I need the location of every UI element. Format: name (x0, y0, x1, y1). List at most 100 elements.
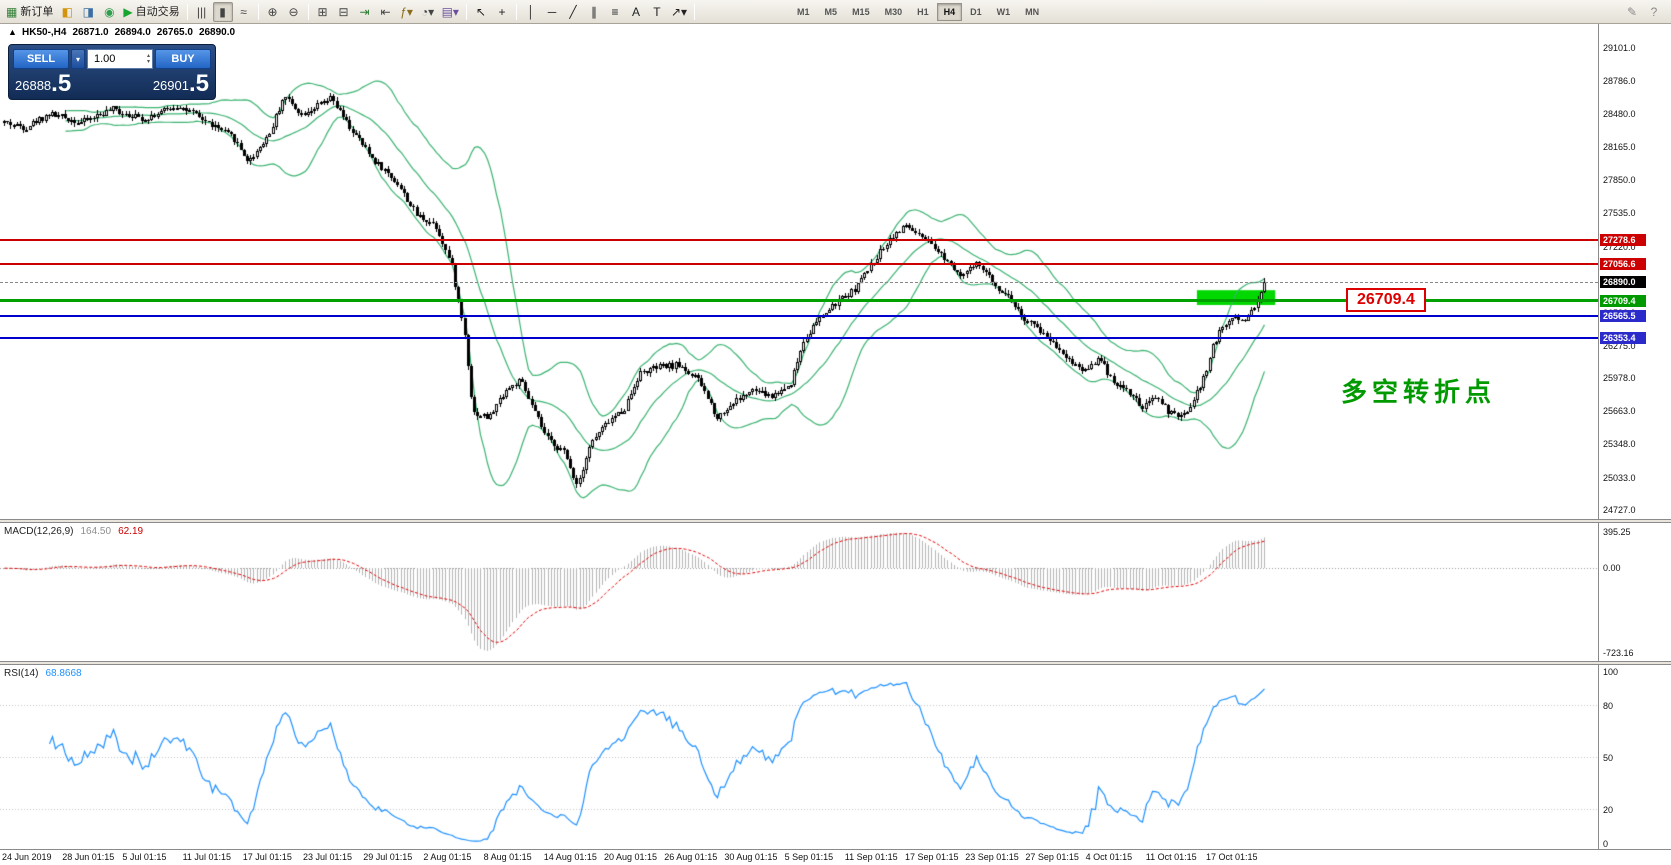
autotrading-button[interactable]: ▶ 自动交易 (120, 2, 182, 22)
label-button[interactable]: T (647, 2, 667, 22)
chart-symbol-timeframe: HK50-,H4 (22, 27, 67, 38)
cursor-button[interactable]: ↖ (471, 2, 491, 22)
crosshair-button[interactable]: + (492, 2, 512, 22)
toolbar-separator (307, 3, 309, 20)
volume-spinner[interactable]: ▴ ▾ (147, 53, 150, 65)
arrows-icon: ↗▾ (670, 4, 688, 19)
macd-signal-value: 62.19 (118, 526, 144, 537)
time-axis[interactable] (0, 849, 1598, 865)
annotation-text[interactable]: 多空转折点 (1341, 377, 1497, 407)
chart-shift-button[interactable]: ⇤ (376, 2, 396, 22)
cascade-windows-button[interactable]: ⊟ (334, 2, 354, 22)
zoom-out-icon: ⊖ (288, 4, 299, 19)
templates-icon: ▤▾ (441, 4, 459, 19)
sell-button[interactable]: SELL (13, 49, 69, 69)
timeframe-m5-button[interactable]: M5 (824, 6, 838, 17)
timeframe-m1-button[interactable]: M1 (797, 6, 810, 17)
horizontal-line-icon: ─ (547, 4, 557, 19)
ask-price: 26901 .5 (152, 70, 209, 97)
line-chart-icon: ≈ (240, 4, 247, 19)
fibonacci-icon: ≡ (611, 4, 619, 19)
one-click-trading-panel: SELL ▾ 1.00 ▴ ▾ BUY 26888 .5 26901 .5 (8, 44, 216, 100)
spin-up-icon[interactable]: ▴ (146, 53, 150, 59)
auto-scroll-button[interactable]: ⇥ (355, 2, 375, 22)
macd-scale-min: -723.16 (1603, 648, 1634, 658)
macd-name: MACD(12,26,9) (4, 526, 74, 537)
data-window-icon: ◨ (82, 4, 95, 19)
rsi-indicator-label: RSI(14) 68.8668 (4, 668, 82, 679)
label-icon: T (653, 4, 661, 19)
pencil-button[interactable]: ✎ (1626, 4, 1638, 19)
trade-buttons-row: SELL ▾ 1.00 ▴ ▾ BUY (13, 49, 211, 69)
toolbar: ▦ 新订单 ◧ ◨ ◉ ▶ 自动交易 ||| ▮ ≈ ⊕ ⊖ ⊞ ⊟ ⇥ ⇤ ƒ▾ ◔▾ ▤▾ ↖ + │ ─ ╱ ∥ ≡ A T ↗▾… (0, 0, 1671, 24)
help-button[interactable]: ? (1650, 4, 1658, 19)
bar-chart-icon: ||| (196, 4, 207, 19)
indicators-button[interactable]: ƒ▾ (397, 2, 417, 22)
ask-price-small: 26901 (152, 78, 189, 93)
zoom-in-button[interactable]: ⊕ (263, 2, 283, 22)
timeframe-h1-button[interactable]: H1 (917, 6, 929, 17)
bid-price: 26888 .5 (15, 72, 71, 96)
volume-dropdown-button[interactable]: ▾ (71, 49, 85, 69)
ask-price-big: .5 (188, 70, 209, 97)
timeframe-h4-button[interactable]: H4 (936, 2, 963, 21)
indicators-icon: ƒ▾ (400, 4, 413, 19)
toolbar-separator (515, 3, 517, 20)
price-axis[interactable] (1598, 24, 1671, 849)
tile-windows-icon: ⊞ (317, 4, 328, 19)
toolbar-separator (694, 3, 696, 20)
macd-indicator-label: MACD(12,26,9) 164.50 62.19 (4, 526, 143, 537)
navigator-button[interactable]: ◉ (99, 2, 119, 22)
new-order-button-label: 新订单 (20, 5, 54, 18)
channel-icon: ∥ (590, 4, 597, 19)
price-callout-label[interactable]: 26709.4 (1346, 288, 1426, 312)
rsi-name: RSI(14) (4, 668, 39, 679)
vertical-line-button[interactable]: │ (521, 2, 541, 22)
macd-panel-splitter[interactable] (0, 519, 1671, 523)
ohlc-low: 26765.0 (156, 27, 193, 38)
channel-button[interactable]: ∥ (584, 2, 604, 22)
periods-button[interactable]: ◔▾ (418, 2, 438, 22)
templates-button[interactable]: ▤▾ (439, 2, 462, 22)
candlestick-chart-button[interactable]: ▮ (212, 1, 233, 22)
text-button[interactable]: A (626, 2, 646, 22)
toolbar-right-group: ✎? (1622, 2, 1664, 22)
price-axis-border (1598, 24, 1599, 849)
macd-zero-label: 0.00 (1603, 563, 1621, 573)
auto-scroll-icon: ⇥ (359, 4, 370, 19)
trendline-icon: ╱ (569, 4, 577, 19)
bid-ask-row: 26888 .5 26901 .5 (13, 70, 211, 97)
navigator-icon: ◉ (104, 4, 115, 19)
timeframe-m30-button[interactable]: M30 (884, 6, 903, 17)
timeframe-w1-button[interactable]: W1 (996, 6, 1011, 17)
autotrading-play-icon: ▶ (123, 4, 133, 19)
toolbar-separator (465, 3, 467, 20)
buy-button[interactable]: BUY (155, 49, 211, 69)
new-order-icon: ▦ (6, 4, 18, 19)
tile-windows-button[interactable]: ⊞ (313, 2, 333, 22)
rsi-panel-splitter[interactable] (0, 661, 1671, 665)
trendline-button[interactable]: ╱ (563, 2, 583, 22)
vertical-line-icon: │ (527, 4, 535, 19)
zoom-in-icon: ⊕ (267, 4, 278, 19)
crosshair-icon: + (498, 4, 506, 19)
timeframe-m15-button[interactable]: M15 (852, 6, 870, 17)
new-order-button[interactable]: ▦ 新订单 (3, 2, 56, 22)
arrows-button[interactable]: ↗▾ (668, 2, 690, 22)
market-watch-button[interactable]: ◧ (57, 2, 77, 22)
fibonacci-button[interactable]: ≡ (605, 2, 625, 22)
volume-input[interactable]: 1.00 ▴ ▾ (87, 49, 153, 69)
autotrading-button-label: 自动交易 (135, 5, 180, 18)
zoom-out-button[interactable]: ⊖ (284, 2, 304, 22)
horizontal-line-button[interactable]: ─ (542, 2, 562, 22)
line-chart-button[interactable]: ≈ (234, 2, 254, 22)
trade-panel-collapse-arrow[interactable]: ▲ (8, 27, 17, 37)
spin-down-icon[interactable]: ▾ (146, 59, 150, 65)
timeframe-d1-button[interactable]: D1 (970, 6, 982, 17)
timeframe-mn-button[interactable]: MN (1025, 6, 1040, 17)
bar-chart-button[interactable]: ||| (192, 2, 212, 22)
periods-icon: ◔▾ (420, 4, 435, 19)
data-window-button[interactable]: ◨ (78, 2, 98, 22)
